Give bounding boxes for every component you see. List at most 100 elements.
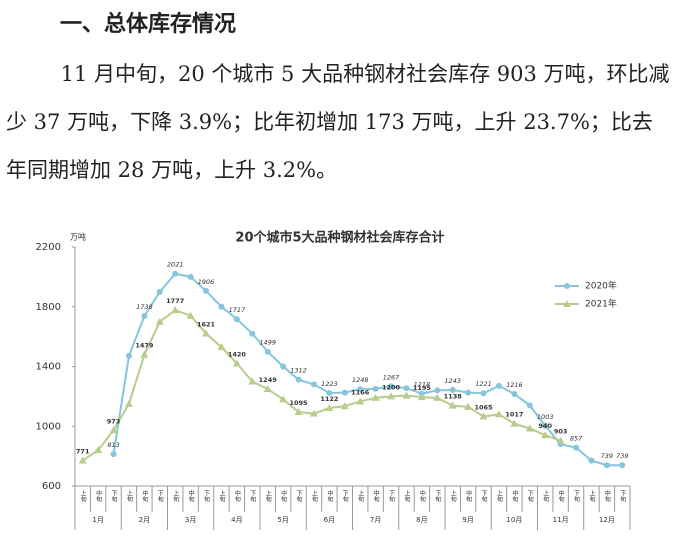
point [541,431,550,439]
point [279,395,288,403]
month-label: 1月 [92,516,103,524]
point [494,410,503,418]
point [172,270,179,277]
data-label: 1738 [136,303,153,311]
point [448,401,457,409]
x-tick-label: 上旬 [218,489,225,503]
series-line [82,309,561,462]
point [218,303,225,310]
point [110,451,117,458]
point [78,456,87,464]
data-label: 739 [601,452,613,460]
data-label: 1017 [505,411,523,419]
chart: 20个城市5大品种钢材社会库存合计 万吨 600 1000 1400 1800 2200… [36,230,631,530]
point [155,317,164,325]
data-label: 973 [107,417,121,425]
point [171,306,180,314]
x-tick-label: 上旬 [264,489,271,503]
point [186,311,195,319]
point [263,385,272,393]
x-tick-label: 中旬 [141,489,148,503]
x-tick-label: 上旬 [449,489,456,503]
x-tick-label: 下旬 [110,490,117,503]
point [310,381,317,388]
point [510,419,519,427]
data-label: 1249 [259,376,278,384]
x-tick-label: 下旬 [480,490,487,503]
data-label: 1717 [229,306,246,314]
point [141,313,148,320]
point [480,390,487,397]
point [294,408,303,416]
point [525,424,534,432]
point [434,387,441,394]
x-tick-label: 下旬 [434,490,441,503]
x-tick-label: 下旬 [249,490,256,503]
x-tick-label: 中旬 [603,489,610,503]
x-tick-label: 下旬 [526,490,533,503]
point [309,409,318,417]
x-tick-label: 中旬 [557,489,564,503]
x-tick-label: 中旬 [326,489,333,503]
x-tick-label: 下旬 [341,490,348,503]
x-tick-label: 中旬 [233,489,240,503]
legend-label: 2020年 [585,280,617,292]
point [156,288,163,295]
data-label: 1166 [351,388,370,396]
y-tick-label: 1000 [36,421,61,432]
point [280,363,287,370]
y-tick-label: 600 [42,481,61,492]
point [433,393,442,401]
month-label: 10月 [506,516,522,524]
point [542,422,549,429]
point [603,462,610,469]
data-label: 940 [538,422,552,430]
y-tick-label: 1800 [36,302,61,313]
data-label: 1621 [197,320,216,328]
point [325,404,334,412]
x-tick-label: 下旬 [295,490,302,503]
x-tick-label: 下旬 [573,490,580,503]
data-label: 1479 [135,342,154,350]
x-tick-label: 上旬 [79,489,86,503]
month-label: 6月 [324,516,335,524]
point [248,377,257,385]
point [124,399,133,407]
x-tick-label: 中旬 [280,489,287,503]
point [203,287,210,294]
point [417,393,426,401]
x-tick-label: 中旬 [418,489,425,503]
point [403,385,410,392]
month-label: 2月 [139,516,150,524]
point [465,389,472,396]
series-line [112,272,623,467]
x-tick-label: 下旬 [388,490,395,503]
month-label: 8月 [416,516,427,524]
y-tick-label: 2200 [36,242,61,253]
data-label: 1003 [537,413,554,421]
legend-marker [564,283,570,289]
point [479,412,488,420]
x-tick-label: 下旬 [619,490,626,503]
data-label: 1499 [259,339,276,347]
point [511,390,518,397]
x-tick-label: 上旬 [310,489,317,503]
data-label: 857 [570,435,583,443]
point [356,397,365,405]
x-tick-label: 上旬 [403,489,410,503]
x-tick-label: 中旬 [187,489,194,503]
point [232,359,241,367]
data-label: 1216 [506,381,523,389]
point [233,316,240,323]
data-label: 1200 [382,383,401,391]
point [526,402,533,409]
legend-label: 2021年 [585,298,617,310]
data-label: 1218 [414,381,431,389]
month-label: 9月 [462,516,473,524]
x-tick-label: 上旬 [588,489,595,503]
x-tick-label: 中旬 [511,489,518,503]
y-unit: 万吨 [70,232,86,242]
month-label: 7月 [370,516,381,524]
data-label: 1095 [289,399,308,407]
